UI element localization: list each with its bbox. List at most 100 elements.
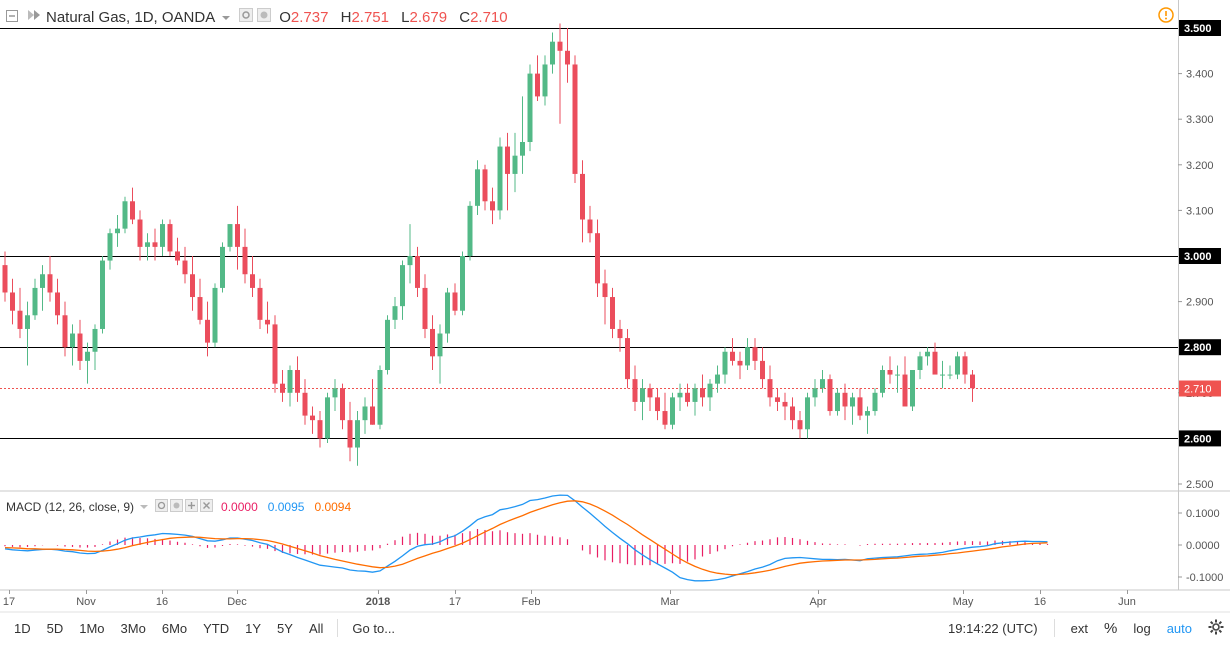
- price-tick-label: 2.900: [1186, 297, 1214, 309]
- candle: [400, 260, 405, 320]
- candle-body: [805, 397, 810, 430]
- candle-body: [827, 379, 833, 412]
- candle-body: [242, 246, 248, 275]
- candle-body: [17, 310, 23, 329]
- candle-body: [62, 315, 68, 348]
- candle-body: [902, 374, 908, 407]
- candle-body: [10, 292, 15, 311]
- candle: [497, 137, 503, 220]
- candle-body: [505, 146, 510, 174]
- time-tick-label: 17: [3, 596, 15, 608]
- candle: [377, 365, 383, 430]
- percent-toggle[interactable]: %: [1103, 619, 1118, 637]
- candle: [107, 228, 113, 270]
- macd-add-icon[interactable]: [185, 499, 199, 515]
- candle-body: [370, 406, 375, 425]
- range-5d[interactable]: 5D: [46, 620, 64, 636]
- candle-body: [295, 370, 300, 393]
- candle: [565, 28, 570, 83]
- range-5y[interactable]: 5Y: [277, 620, 293, 636]
- range-1mo[interactable]: 1Mo: [79, 620, 105, 636]
- candle-body: [250, 274, 255, 288]
- macd-dropdown-icon[interactable]: [139, 500, 149, 514]
- range-3mo[interactable]: 3Mo: [120, 620, 146, 636]
- range-1y[interactable]: 1Y: [245, 620, 262, 636]
- macd-tick-label: -0.1000: [1186, 572, 1223, 584]
- candle-body: [145, 242, 150, 247]
- candle-body: [92, 328, 98, 352]
- candle: [317, 411, 323, 448]
- candle-body: [137, 219, 143, 247]
- macd-label[interactable]: MACD (12, 26, close, 9): [6, 500, 135, 514]
- macd-close-icon[interactable]: [200, 499, 214, 515]
- candle: [602, 269, 608, 325]
- candle-body: [182, 260, 188, 275]
- candle-body: [565, 50, 570, 65]
- auto-toggle[interactable]: auto: [1166, 620, 1192, 636]
- gear-icon[interactable]: [1208, 619, 1224, 638]
- candle: [850, 392, 855, 425]
- log-toggle[interactable]: log: [1133, 620, 1151, 636]
- candle: [302, 379, 308, 425]
- range-1d[interactable]: 1D: [14, 620, 31, 636]
- settings-icon[interactable]: [239, 8, 254, 26]
- candle: [527, 64, 533, 152]
- range-ytd[interactable]: YTD: [203, 620, 230, 636]
- dropdown-icon[interactable]: [221, 9, 231, 26]
- candle: [730, 338, 735, 366]
- candle: [452, 283, 458, 316]
- price-tick-label: 3.400: [1186, 69, 1214, 81]
- candle-body: [925, 351, 930, 357]
- candle-body: [482, 169, 488, 202]
- candle-body: [767, 379, 773, 398]
- candle: [475, 160, 480, 215]
- range-all[interactable]: All: [308, 620, 324, 636]
- candle-body: [265, 319, 270, 325]
- time-tick-label: Feb: [522, 596, 541, 608]
- goto-button[interactable]: Go to...: [352, 620, 396, 636]
- candle: [947, 365, 953, 380]
- candle-body: [527, 73, 533, 142]
- range-6mo[interactable]: 6Mo: [161, 620, 188, 636]
- candle: [205, 301, 210, 357]
- macd-settings-icon[interactable]: [155, 499, 169, 515]
- candle-body: [212, 287, 218, 343]
- candle-body: [430, 328, 435, 357]
- candle: [685, 383, 690, 407]
- macd-source-icon[interactable]: [170, 499, 184, 515]
- candle-body: [467, 205, 473, 256]
- candle: [857, 388, 863, 421]
- candle: [677, 383, 683, 412]
- candle-body: [257, 287, 263, 320]
- candle-body: [520, 142, 525, 156]
- candle: [362, 397, 368, 434]
- candle: [257, 278, 263, 329]
- candle-body: [152, 242, 158, 247]
- source-icon[interactable]: [257, 8, 272, 26]
- candle-body: [25, 315, 30, 329]
- macd-line-value: 0.0095: [267, 500, 305, 514]
- ext-toggle[interactable]: ext: [1070, 620, 1088, 636]
- candle: [182, 246, 188, 284]
- candle: [430, 315, 435, 370]
- candle-body: [662, 411, 668, 425]
- compare-icon[interactable]: [26, 8, 42, 26]
- macd-series-macd: [4, 494, 1048, 582]
- candle-body: [602, 283, 608, 298]
- candle: [580, 160, 585, 243]
- candle: [235, 205, 240, 270]
- clock-time[interactable]: 19:14:22 (UTC): [948, 620, 1038, 636]
- candle: [692, 383, 698, 416]
- candle: [535, 55, 540, 101]
- symbol-title[interactable]: Natural Gas, 1D, OANDA: [46, 8, 216, 26]
- collapse-icon[interactable]: [6, 9, 18, 26]
- candle: [265, 301, 270, 334]
- candle-body: [497, 146, 503, 211]
- time-tick-label: 16: [156, 596, 168, 608]
- candle-body: [115, 228, 120, 234]
- time-tick-label: 16: [1034, 596, 1046, 608]
- warning-icon[interactable]: [1158, 7, 1174, 28]
- candle-body: [790, 406, 795, 421]
- candle: [902, 356, 908, 407]
